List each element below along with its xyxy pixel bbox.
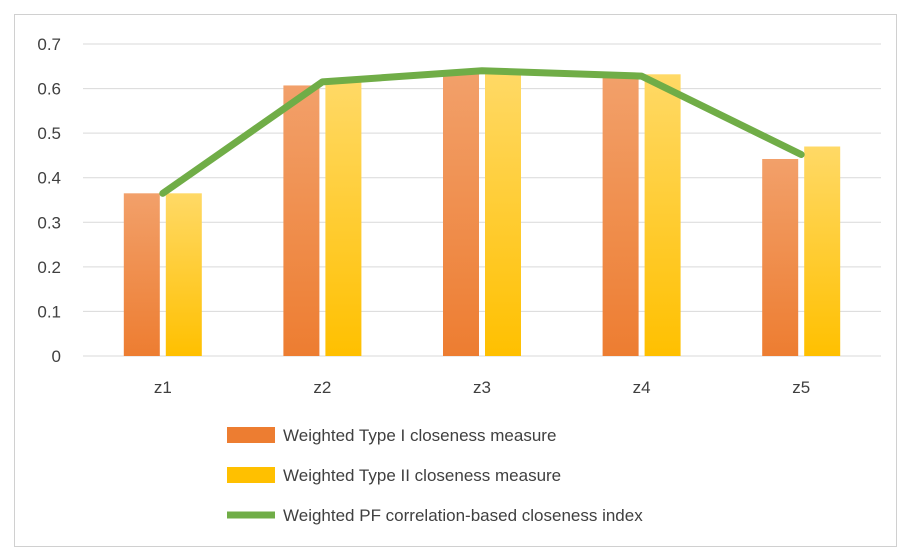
line-series-path xyxy=(159,67,805,197)
bar-2-z1 xyxy=(165,193,202,356)
bars xyxy=(123,71,841,357)
bar-2-z5 xyxy=(804,146,841,356)
bar-1-z2 xyxy=(283,85,320,357)
legend-swatch-2 xyxy=(227,467,275,483)
x-tick-label: z2 xyxy=(313,378,331,397)
y-tick-label: 0.3 xyxy=(37,213,61,232)
x-tick-label: z3 xyxy=(473,378,491,397)
bar-2-z4 xyxy=(644,74,681,357)
y-tick-label: 0.5 xyxy=(37,124,61,143)
y-tick-label: 0.2 xyxy=(37,258,61,277)
legend-swatch-1 xyxy=(227,427,275,443)
chart-svg: 0 0.1 0.2 0.3 0.4 0.5 0.6 0.7 z1 z2 z3 z4 z5 Weight… xyxy=(37,35,881,525)
legend: Weighted Type I closeness measure Weighte… xyxy=(227,426,643,525)
y-tick-label: 0.7 xyxy=(37,35,61,54)
chart-frame: 0 0.1 0.2 0.3 0.4 0.5 0.6 0.7 z1 z2 z3 z4 z5 Weight… xyxy=(14,14,897,547)
gridlines xyxy=(83,43,881,357)
y-tick-label: 0.6 xyxy=(37,80,61,99)
bar-1-z3 xyxy=(443,74,479,357)
x-tick-label: z5 xyxy=(792,378,810,397)
y-tick-label: 0 xyxy=(52,347,61,366)
x-axis-ticks: z1 z2 z3 z4 z5 xyxy=(154,378,810,397)
x-tick-label: z4 xyxy=(633,378,651,397)
bar-1-z4 xyxy=(602,77,639,356)
y-axis-ticks: 0 0.1 0.2 0.3 0.4 0.5 0.6 0.7 xyxy=(37,35,61,366)
bar-2-z3 xyxy=(485,71,521,357)
x-tick-label: z1 xyxy=(154,378,172,397)
bar-1-z1 xyxy=(123,193,160,356)
bar-2-z2 xyxy=(325,81,362,356)
legend-label-2: Weighted Type II closeness measure xyxy=(283,466,561,485)
line-series xyxy=(159,67,805,197)
y-tick-label: 0.1 xyxy=(37,302,61,321)
y-tick-label: 0.4 xyxy=(37,169,61,188)
legend-label-3: Weighted PF correlation-based closeness … xyxy=(283,506,643,525)
bar-1-z5 xyxy=(762,158,799,356)
legend-label-1: Weighted Type I closeness measure xyxy=(283,426,556,445)
